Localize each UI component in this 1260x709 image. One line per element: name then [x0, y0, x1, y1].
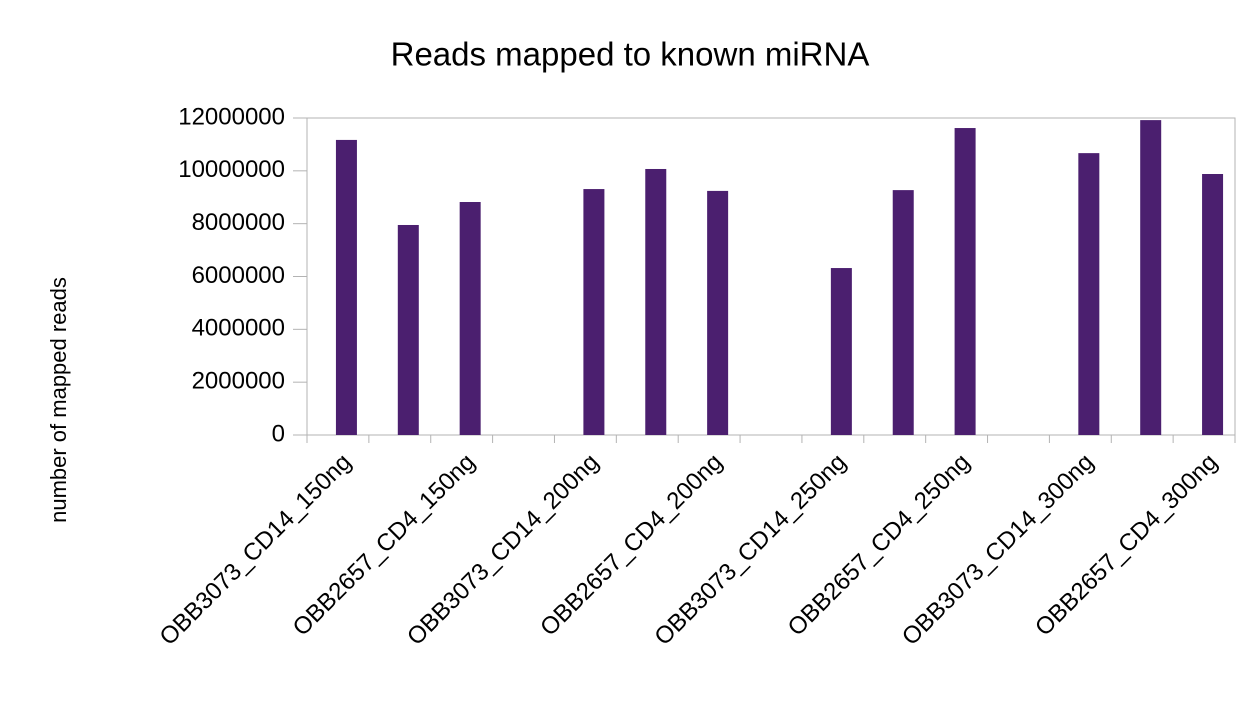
bar — [459, 202, 481, 435]
y-tick-label: 2000000 — [192, 368, 285, 395]
bar — [892, 190, 914, 435]
bar — [583, 189, 605, 435]
bar — [707, 190, 729, 435]
y-axis-label: number of mapped reads — [46, 277, 71, 523]
bar — [830, 268, 852, 435]
chart-title: Reads mapped to known miRNA — [391, 36, 870, 73]
y-tick-label: 6000000 — [192, 262, 285, 289]
y-tick-label: 0 — [272, 420, 285, 447]
bar — [1202, 174, 1224, 435]
bar — [1140, 120, 1162, 435]
y-tick-label: 4000000 — [192, 315, 285, 342]
y-tick-label: 10000000 — [178, 156, 285, 183]
y-tick-label: 8000000 — [192, 209, 285, 236]
bar — [1078, 153, 1100, 436]
bar — [397, 224, 419, 435]
y-tick-label: 12000000 — [178, 103, 285, 130]
bar — [335, 139, 357, 435]
bar — [954, 128, 976, 435]
bar — [645, 168, 667, 435]
